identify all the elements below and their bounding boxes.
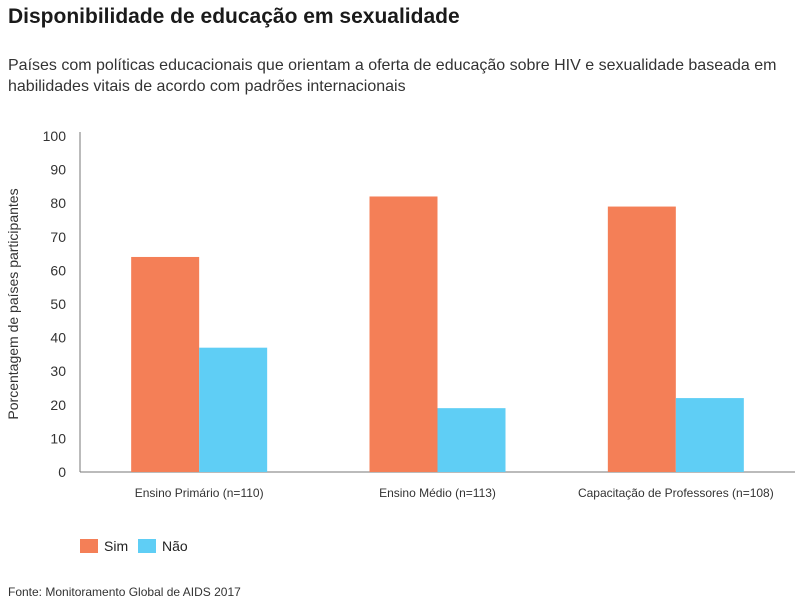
bar-nao: [199, 347, 268, 472]
legend-item-sim: Sim: [80, 538, 128, 554]
y-tick-label: 90: [50, 162, 66, 178]
bar-nao: [437, 408, 506, 472]
source-note: Fonte: Monitoramento Global de AIDS 2017: [8, 585, 241, 599]
y-tick-label: 50: [50, 296, 66, 312]
y-tick-label: 0: [58, 464, 66, 480]
y-axis-label: Porcentagem de países participantes: [5, 188, 21, 419]
x-tick-label: Ensino Primário (n=110): [135, 486, 264, 500]
y-tick-label: 20: [50, 397, 66, 413]
chart-title: Disponibilidade de educação em sexualida…: [8, 5, 460, 28]
legend-item-nao: Não: [138, 538, 188, 554]
chart-subtitle: Países com políticas educacionais que or…: [8, 57, 777, 95]
x-tick-label: Capacitação de Professores (n=108): [578, 486, 774, 500]
y-tick-label: 100: [43, 128, 67, 144]
y-tick-label: 60: [50, 262, 66, 278]
y-tick-label: 40: [50, 330, 66, 346]
legend-swatch-nao: [138, 539, 156, 553]
bar-sim: [131, 256, 200, 472]
legend-swatch-sim: [80, 539, 98, 553]
legend-label-sim: Sim: [104, 538, 129, 554]
legend-label-nao: Não: [162, 538, 188, 554]
y-tick-label: 10: [50, 430, 66, 446]
y-tick-label: 80: [50, 195, 66, 211]
bar-nao: [675, 398, 744, 472]
y-tick-label: 70: [50, 229, 66, 245]
bar-sim: [607, 206, 676, 472]
y-tick-label: 30: [50, 363, 66, 379]
bar-sim: [369, 196, 438, 473]
x-tick-label: Ensino Médio (n=113): [379, 486, 496, 500]
